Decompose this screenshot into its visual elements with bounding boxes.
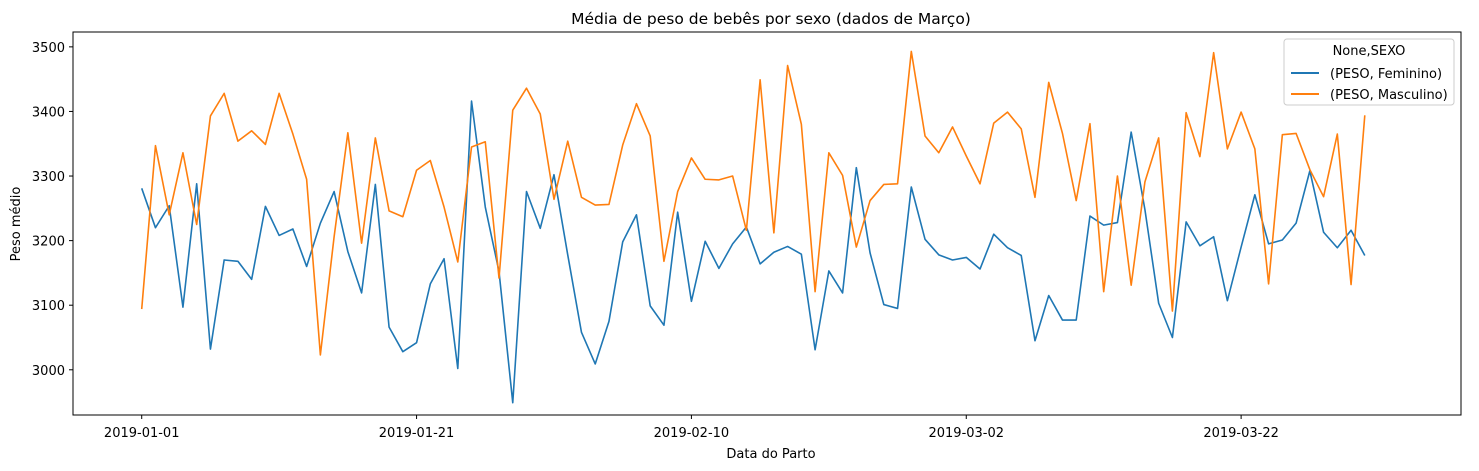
legend: None,SEXO (PESO, Feminino) (PESO, Mascul…	[1283, 38, 1455, 106]
series-line-feminino	[140, 100, 1366, 404]
y-tick-label: 3300	[32, 170, 65, 185]
y-tick-label: 3500	[32, 41, 65, 56]
legend-label-feminino: (PESO, Feminino)	[1330, 67, 1442, 82]
y-axis-title: Peso médio	[9, 187, 24, 262]
series-layer	[140, 50, 1366, 404]
x-tick-label: 2019-03-02	[928, 426, 1004, 441]
x-tick-label: 2019-01-21	[379, 426, 455, 441]
series-line-masculino	[140, 50, 1366, 356]
x-tick-label: 2019-02-10	[654, 426, 730, 441]
y-tick-label: 3200	[32, 235, 65, 250]
y-axis: 3000 3100 3200 3300 3400 3500	[32, 41, 73, 379]
legend-label-masculino: (PESO, Masculino)	[1330, 88, 1448, 103]
y-tick-label: 3400	[32, 105, 65, 120]
x-tick-label: 2019-03-22	[1203, 426, 1279, 441]
legend-box	[1283, 38, 1455, 106]
x-axis-title: Data do Parto	[726, 447, 815, 462]
x-axis: 2019-01-01 2019-01-21 2019-02-10 2019-03-02…	[104, 415, 1279, 441]
chart-title: Média de peso de bebês por sexo (dados d…	[571, 10, 971, 28]
x-tick-label: 2019-01-01	[104, 426, 180, 441]
plot-area-frame	[72, 31, 1462, 416]
y-tick-label: 3000	[32, 364, 65, 379]
y-tick-label: 3100	[32, 299, 65, 314]
legend-title: None,SEXO	[1333, 44, 1406, 59]
